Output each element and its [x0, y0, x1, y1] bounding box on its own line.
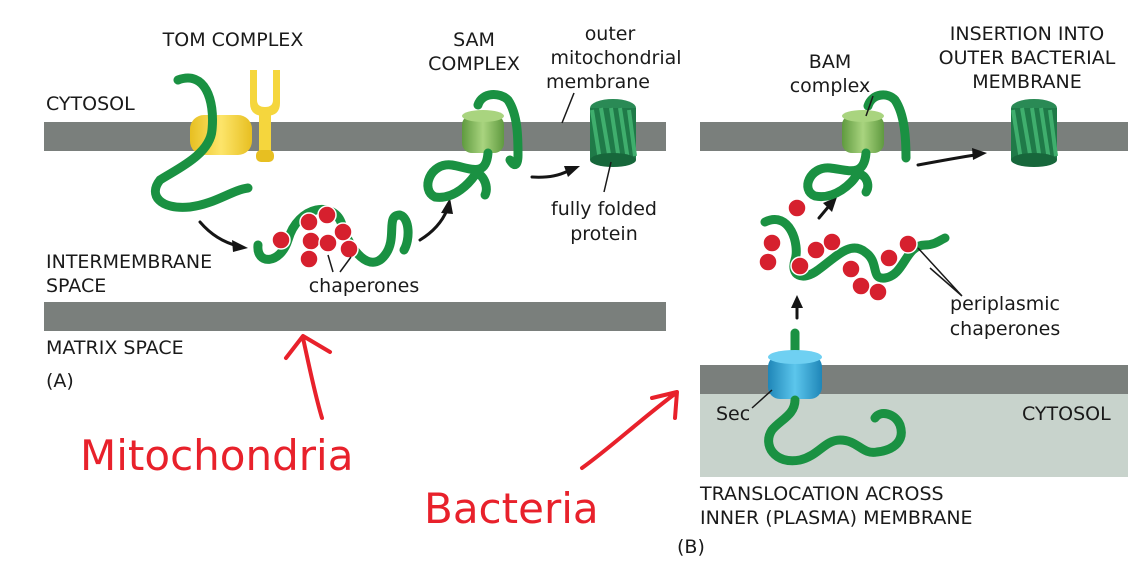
bacterial-outer-membrane — [700, 122, 1128, 151]
chaperone-cluster-a — [271, 205, 359, 269]
label-panel-a: (A) — [46, 370, 74, 392]
label-tom-complex: TOM COMPLEX — [162, 29, 304, 51]
label-trans-line1: TRANSLOCATION ACROSS — [699, 483, 944, 505]
label-cytosol-b: CYTOSOL — [1022, 403, 1111, 425]
panel-b: BAM complex INSERTION INTO OUTER BACTERI… — [677, 23, 1128, 558]
label-ims-line2: SPACE — [46, 275, 106, 297]
inner-mitochondrial-membrane — [44, 302, 666, 331]
label-folded-line2: protein — [570, 223, 638, 245]
chaperone-cluster-b — [758, 198, 918, 302]
annotation-bacteria: Bacteria — [424, 484, 599, 533]
precursor-chain-tom — [150, 73, 253, 212]
sam-complex — [462, 110, 504, 153]
label-bam-line1: BAM — [809, 51, 851, 73]
label-sam-line2: COMPLEX — [428, 53, 520, 75]
chaperones-leader-a — [327, 254, 352, 273]
label-peri-line2: chaperones — [950, 318, 1061, 340]
label-folded-line1: fully folded — [551, 198, 657, 220]
sec-chain — [764, 395, 906, 466]
bacteria-red-arrow — [580, 390, 679, 470]
bam-complex — [842, 110, 884, 153]
label-outer-line3: membrane — [546, 71, 650, 93]
periplasmic-leader — [917, 247, 963, 297]
folded-protein-leader — [603, 161, 612, 193]
outer-membrane-leader — [561, 92, 575, 124]
label-cytosol-a: CYTOSOL — [46, 93, 135, 115]
outer-mitochondrial-membrane — [44, 122, 666, 151]
label-insertion-line2: OUTER BACTERIAL — [939, 47, 1116, 69]
sam-chain — [473, 90, 523, 170]
sec-translocon — [768, 350, 822, 399]
handwritten-annotations: Mitochondria Bacteria — [80, 334, 679, 533]
bam-leader — [865, 95, 874, 117]
label-sec: Sec — [716, 403, 750, 425]
bam-chain — [863, 90, 911, 163]
label-insertion-line3: MEMBRANE — [972, 71, 1081, 93]
label-trans-line2: INNER (PLASMA) MEMBRANE — [700, 507, 973, 529]
folded-barrel-a — [590, 99, 637, 167]
sec-leader — [751, 389, 773, 409]
inner-plasma-membrane — [700, 365, 1128, 394]
label-chaperones-a: chaperones — [309, 275, 420, 297]
label-bam-line2: complex — [790, 75, 871, 97]
label-ims-line1: INTERMEMBRANE — [46, 251, 212, 273]
label-insertion-line1: INSERTION INTO — [950, 23, 1105, 45]
label-outer-line2: mitochondrial — [550, 47, 681, 69]
label-outer-line1: outer — [585, 23, 636, 45]
panel-a: TOM COMPLEX SAM COMPLEX outer mitochondr… — [44, 23, 682, 392]
annotation-mitochondria: Mitochondria — [80, 431, 353, 480]
label-matrix-space: MATRIX SPACE — [46, 337, 184, 359]
label-panel-b: (B) — [677, 536, 705, 558]
folded-barrel-b — [1011, 99, 1058, 167]
label-peri-line1: periplasmic — [950, 293, 1060, 315]
label-sam-line1: SAM — [453, 29, 495, 51]
mitochondria-red-arrow — [284, 334, 332, 420]
